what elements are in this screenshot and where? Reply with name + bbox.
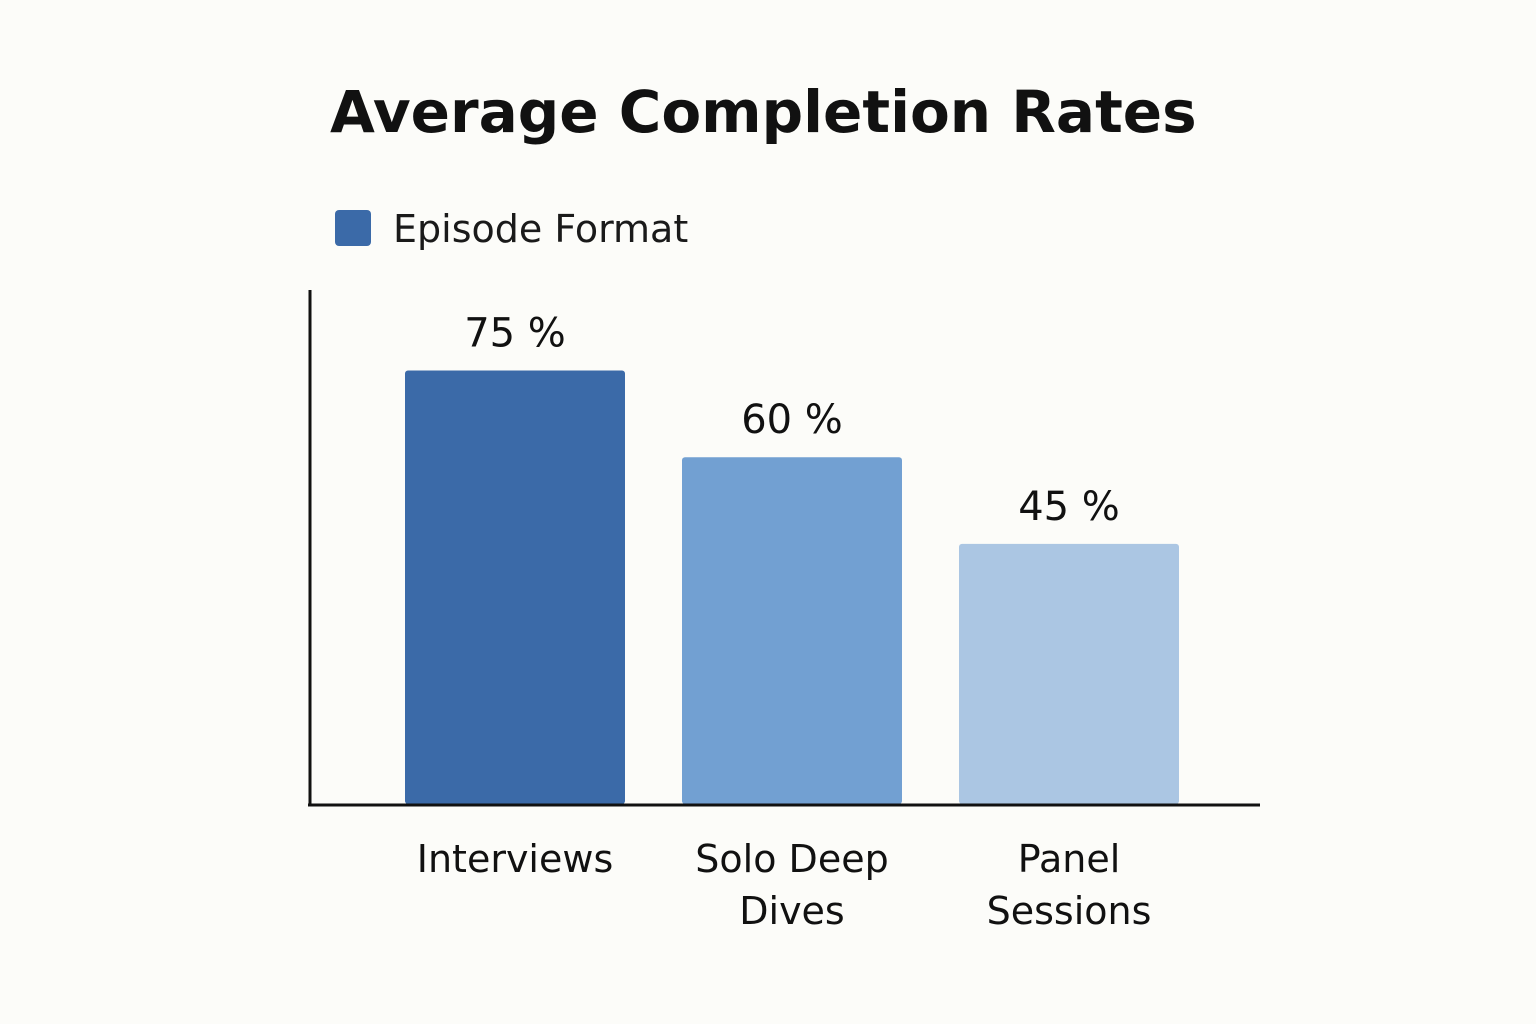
chart-title: Average Completion Rates [330,78,1197,146]
legend-swatch [335,210,371,246]
category-label-2-line-0: Panel [1018,837,1121,881]
data-label-0: 75 % [464,311,566,357]
category-label-2-line-1: Sessions [987,889,1152,933]
data-label-2: 45 % [1018,484,1120,530]
category-label-1-line-0: Solo Deep [695,837,888,881]
legend-label: Episode Format [393,207,688,251]
data-label-1: 60 % [741,397,843,443]
legend: Episode Format [335,207,688,251]
bar-2 [959,543,1179,804]
bar-0 [405,370,625,804]
plot-area: 75 % Interviews 60 % Solo Deep Dives 45 % Pane… [405,311,1179,933]
bar-1 [682,457,902,804]
category-label-0: Interviews [417,837,614,881]
category-label-1-line-1: Dives [739,889,844,933]
